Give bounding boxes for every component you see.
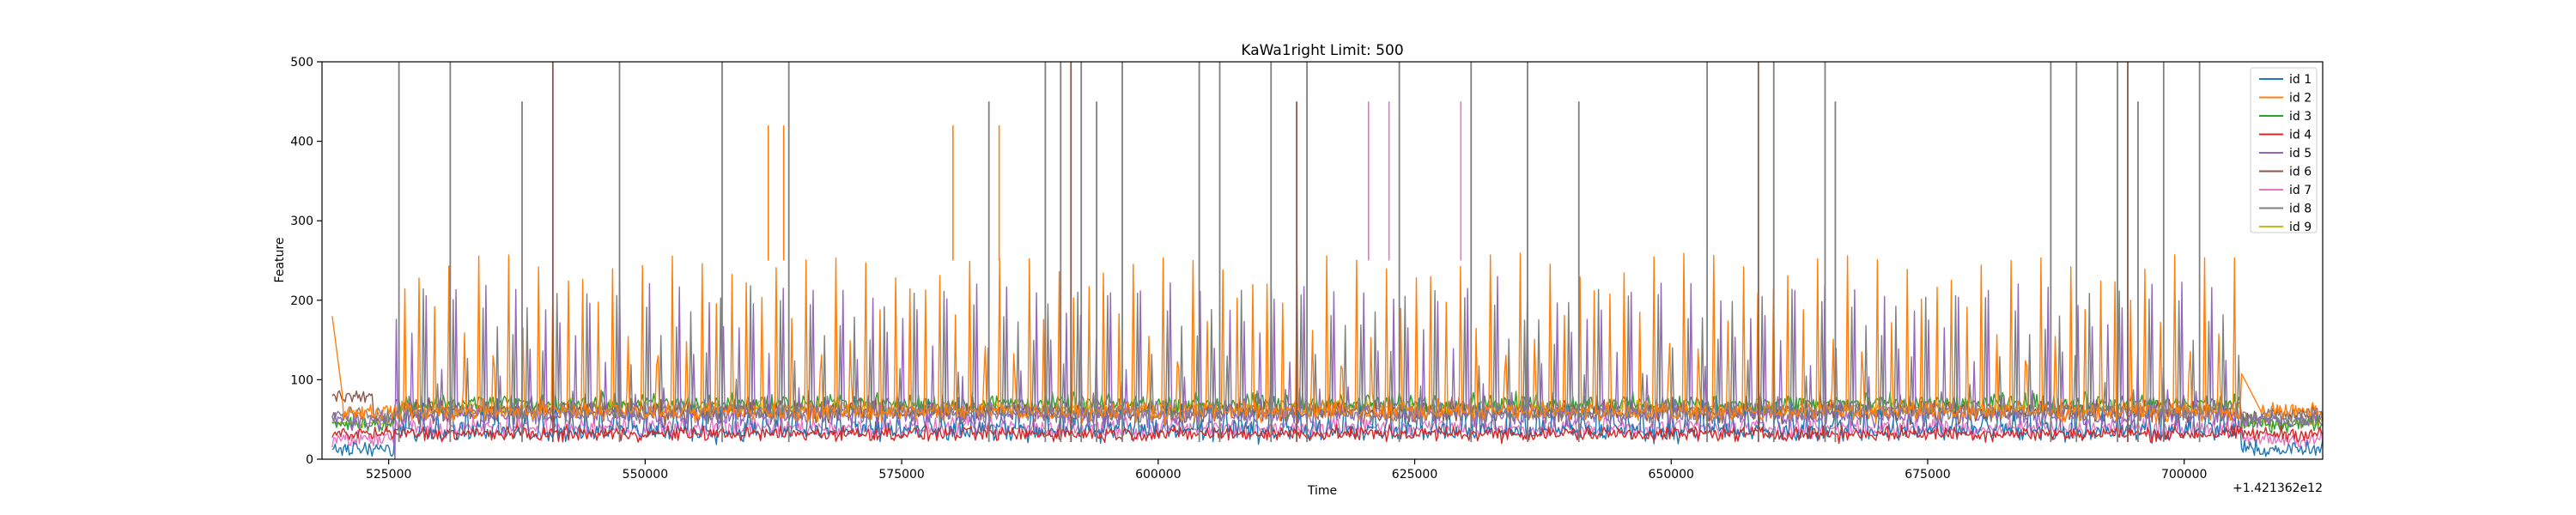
legend-label: id 6 bbox=[2289, 166, 2312, 179]
x-tick-label: 650000 bbox=[1649, 468, 1694, 482]
legend-label: id 2 bbox=[2289, 92, 2312, 106]
y-tick-label: 100 bbox=[290, 373, 313, 387]
y-axis-label: Feature bbox=[273, 238, 287, 283]
x-tick-label: 525000 bbox=[366, 468, 411, 482]
legend-entry-id-8: id 8 bbox=[2259, 203, 2312, 216]
x-axis-label: Time bbox=[1307, 484, 1337, 498]
chart-title: KaWa1right Limit: 500 bbox=[1241, 42, 1403, 59]
x-axis: 525000 550000 575000 600000 625000 650000 6750… bbox=[366, 459, 2207, 482]
series-line-id-6 bbox=[331, 390, 2324, 427]
x-tick-label: 625000 bbox=[1392, 468, 1437, 482]
x-axis-offset-label: +1.421362e12 bbox=[2233, 482, 2323, 495]
legend-label: id 8 bbox=[2289, 203, 2312, 216]
series-line-id-4 bbox=[331, 423, 2324, 445]
legend-entry-id-5: id 5 bbox=[2259, 147, 2312, 161]
series-line-id-2 bbox=[331, 252, 2324, 426]
x-tick-label: 600000 bbox=[1135, 468, 1181, 482]
x-tick-label: 675000 bbox=[1905, 468, 1950, 482]
series-line-id-8 bbox=[331, 285, 2324, 428]
legend-label: id 5 bbox=[2289, 147, 2312, 161]
legend-label: id 1 bbox=[2289, 73, 2312, 87]
x-tick-label: 550000 bbox=[623, 468, 668, 482]
legend-entry-id-4: id 4 bbox=[2259, 129, 2312, 142]
y-axis: 0 100 200 300 400 500 bbox=[290, 56, 322, 467]
x-tick-label: 575000 bbox=[878, 468, 924, 482]
series-line-id-7 bbox=[331, 413, 2324, 448]
y-tick-label: 300 bbox=[290, 215, 313, 228]
y-tick-label: 500 bbox=[290, 56, 313, 70]
plot-frame bbox=[321, 61, 2324, 460]
legend-entry-id-9: id 9 bbox=[2259, 221, 2312, 234]
legend-label: id 3 bbox=[2289, 110, 2312, 124]
legend-entry-id-6: id 6 bbox=[2259, 166, 2312, 179]
legend-entry-id-3: id 3 bbox=[2259, 110, 2312, 124]
legend: id 1 id 2 id 3 id 4 id 5 id 6 id 7 id 8 id 9 bbox=[2250, 67, 2318, 234]
legend-label: id 4 bbox=[2289, 129, 2312, 142]
y-tick-label: 400 bbox=[290, 136, 313, 149]
legend-box bbox=[2250, 67, 2318, 233]
legend-entry-id-1: id 1 bbox=[2259, 73, 2312, 87]
x-tick-label: 700000 bbox=[2161, 468, 2207, 482]
y-tick-label: 200 bbox=[290, 294, 313, 308]
legend-entry-id-7: id 7 bbox=[2259, 184, 2312, 197]
y-tick-label: 0 bbox=[306, 453, 313, 467]
series-layer bbox=[331, 62, 2324, 460]
legend-label: id 7 bbox=[2289, 184, 2312, 197]
legend-label: id 9 bbox=[2289, 221, 2312, 234]
plot-area bbox=[321, 61, 2324, 460]
legend-entry-id-2: id 2 bbox=[2259, 92, 2312, 106]
